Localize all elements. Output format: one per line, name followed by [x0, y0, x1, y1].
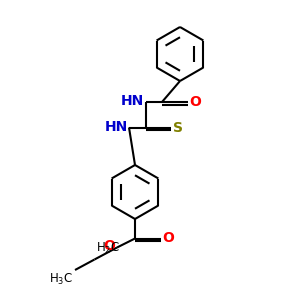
Text: O: O — [163, 232, 175, 245]
Text: HN: HN — [104, 120, 128, 134]
Text: O: O — [190, 95, 202, 109]
Text: HN: HN — [121, 94, 144, 108]
Text: H$_3$C: H$_3$C — [50, 272, 74, 287]
Text: O: O — [103, 239, 116, 253]
Text: S: S — [173, 121, 183, 134]
Text: H$_2$C: H$_2$C — [96, 241, 120, 256]
